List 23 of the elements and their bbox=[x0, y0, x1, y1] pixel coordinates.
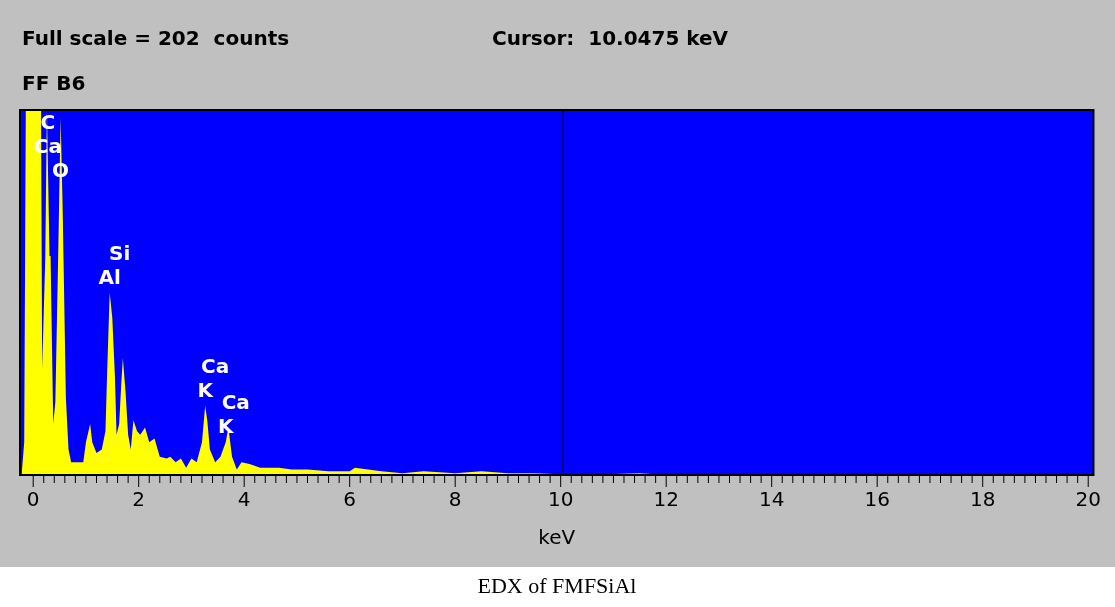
annotation: Ca bbox=[221, 390, 250, 415]
chart-title: FF B6 bbox=[22, 71, 86, 96]
annotation: Al bbox=[98, 264, 121, 289]
text: Full scale = 202 counts bbox=[22, 26, 290, 51]
x-axis-title: keV bbox=[538, 525, 576, 550]
x-tick-label: 16 bbox=[864, 487, 890, 512]
x-tick-label: 10 bbox=[547, 487, 574, 512]
x-tick-label: 4 bbox=[237, 487, 251, 512]
annotation: K bbox=[197, 377, 215, 402]
annotation: C bbox=[40, 110, 56, 135]
annotation: Ca bbox=[201, 353, 230, 378]
x-tick-label: 18 bbox=[969, 487, 996, 512]
x-tick-label: 12 bbox=[653, 487, 679, 512]
x-tick-label: 6 bbox=[343, 487, 357, 512]
x-tick-label: 14 bbox=[758, 487, 785, 512]
annotation: Si bbox=[109, 240, 131, 265]
text: Cursor: 10.0475 keV bbox=[492, 26, 729, 51]
x-tick-label: 20 bbox=[1075, 487, 1101, 512]
annotation: K bbox=[217, 414, 235, 439]
x-tick-label: 8 bbox=[448, 487, 462, 512]
x-tick-label: 2 bbox=[132, 487, 146, 512]
x-tick-label: 0 bbox=[26, 487, 40, 512]
text: EDX of FMFSiAl bbox=[477, 572, 637, 598]
